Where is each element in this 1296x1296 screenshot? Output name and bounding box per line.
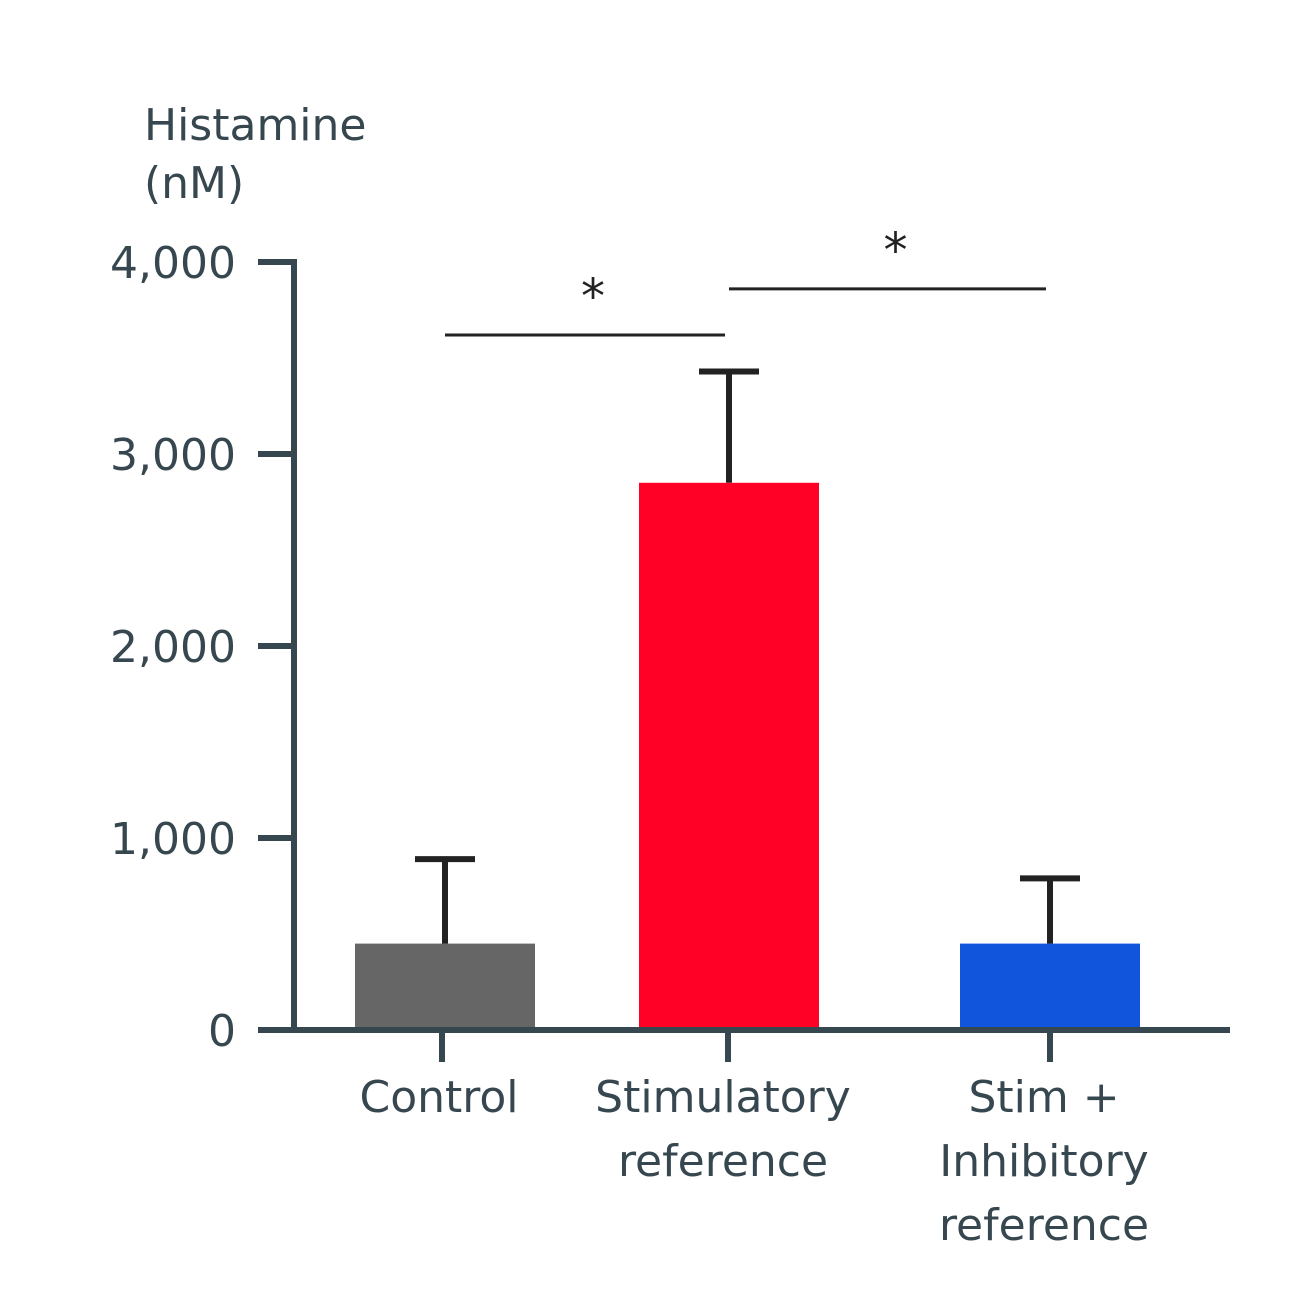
significance-star: * xyxy=(884,223,908,279)
x-tick-label: Control xyxy=(359,1072,518,1123)
x-axis-ticks: Control Stimulatory reference Stim + Inhibit… xyxy=(359,1030,1149,1251)
bars xyxy=(355,482,1140,1030)
bar xyxy=(355,943,535,1030)
error-bars xyxy=(415,368,1080,944)
significance-markers: ** xyxy=(445,223,1046,337)
y-axis-ticks: 0 1,000 2,000 3,000 4,000 xyxy=(110,238,294,1057)
y-axis-label-line: (nM) xyxy=(144,158,244,209)
y-axis-label: Histamine (nM) xyxy=(144,100,367,209)
bar xyxy=(960,943,1140,1030)
x-tick-label-line: Stim + xyxy=(968,1072,1119,1123)
y-tick-label: 4,000 xyxy=(110,238,236,289)
x-tick-label: Stim + Inhibitory reference xyxy=(939,1072,1149,1251)
y-tick-label: 0 xyxy=(208,1006,236,1057)
x-tick-label-line: reference xyxy=(939,1200,1149,1251)
y-tick-label: 2,000 xyxy=(110,622,236,673)
significance-star: * xyxy=(581,269,605,325)
x-tick-label-line: Control xyxy=(359,1072,518,1123)
x-tick-label-line: reference xyxy=(618,1136,828,1187)
y-tick-label: 1,000 xyxy=(110,814,236,865)
x-tick-label-line: Inhibitory xyxy=(939,1136,1148,1187)
y-tick-label: 3,000 xyxy=(110,430,236,481)
y-axis-label-line: Histamine xyxy=(144,100,367,151)
bar xyxy=(639,482,819,1030)
x-tick-label-line: Stimulatory xyxy=(595,1072,851,1123)
x-tick-label: Stimulatory reference xyxy=(595,1072,851,1187)
axes xyxy=(291,259,1230,1033)
